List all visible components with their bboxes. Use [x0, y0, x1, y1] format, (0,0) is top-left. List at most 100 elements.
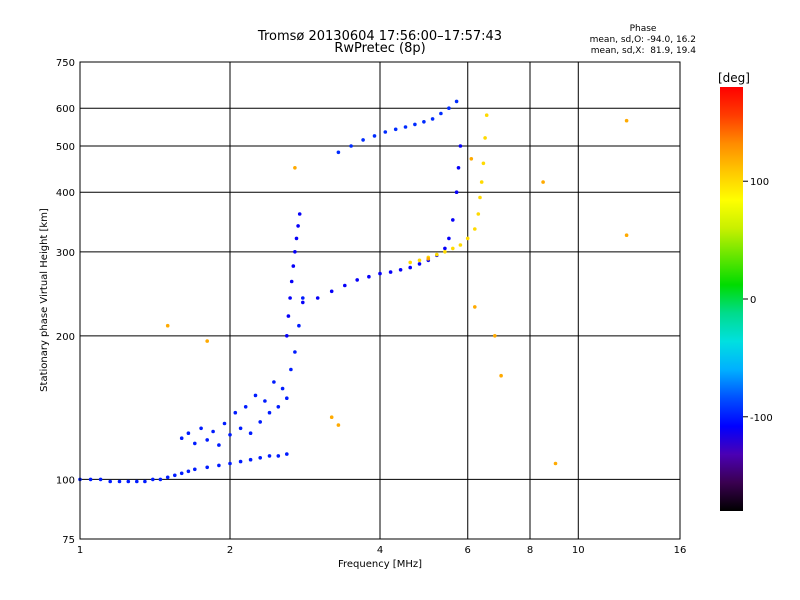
data-points: [78, 99, 629, 484]
data-point: [289, 367, 293, 372]
data-point: [483, 136, 487, 140]
data-point: [439, 111, 443, 116]
data-point: [296, 224, 300, 228]
data-point: [426, 257, 431, 261]
data-point: [233, 410, 238, 415]
x-tick-label: 8: [527, 545, 533, 556]
data-point: [258, 420, 263, 424]
data-point: [248, 457, 253, 462]
data-point: [443, 250, 447, 254]
data-point: [408, 260, 413, 265]
data-point: [458, 243, 463, 247]
data-point: [193, 441, 197, 446]
data-point: [435, 252, 439, 257]
x-tick-label: 6: [465, 545, 471, 556]
data-point: [349, 144, 353, 148]
data-point: [336, 423, 341, 427]
data-point: [293, 166, 297, 170]
data-point: [205, 438, 209, 442]
data-point: [248, 431, 253, 436]
data-point: [199, 426, 203, 431]
data-point: [193, 467, 197, 472]
data-point: [383, 130, 388, 134]
data-point: [173, 473, 177, 478]
data-point: [372, 134, 377, 138]
data-point: [286, 314, 291, 318]
data-point: [458, 144, 463, 148]
chart-title: Tromsø 20130604 17:56:00–17:57:43: [257, 29, 502, 44]
data-point: [398, 268, 403, 272]
data-point: [179, 436, 184, 441]
data-point: [294, 236, 299, 241]
data-point: [258, 456, 263, 460]
data-point: [361, 138, 365, 142]
data-point: [143, 479, 147, 484]
colorbar-tick-label: 100: [750, 177, 769, 188]
data-point: [217, 463, 221, 468]
data-point: [267, 410, 272, 415]
y-axis-label: Stationary phase Virtual Height [km]: [39, 208, 50, 392]
chart-subtitle: RwPretec (8p): [334, 41, 425, 56]
data-point: [476, 212, 481, 216]
y-tick-label: 400: [56, 188, 75, 199]
data-point: [98, 477, 103, 482]
data-point: [456, 166, 461, 170]
phase-stats-o: mean, sd,O: -94.0, 16.2: [590, 35, 696, 45]
data-point: [276, 405, 281, 409]
data-point: [430, 117, 435, 121]
data-point: [408, 265, 413, 270]
data-point: [417, 258, 422, 263]
phase-stats-title: Phase: [630, 24, 657, 34]
x-tick-label: 1: [77, 545, 83, 556]
data-point: [151, 477, 155, 482]
data-point: [478, 195, 482, 200]
data-point: [443, 246, 447, 251]
phase-stats-x: mean, sd,X: 81.9, 19.4: [591, 46, 697, 56]
data-point: [355, 278, 360, 282]
data-point: [454, 190, 459, 194]
data-point: [297, 212, 302, 216]
data-point: [329, 415, 334, 420]
data-point: [553, 461, 558, 466]
colorbar-label: [deg]: [718, 71, 750, 85]
colorbar-tick-label: 0: [750, 295, 756, 306]
data-point: [291, 264, 296, 268]
y-axis-ticks: 75 100 200 300 400 500 600 750: [56, 58, 75, 546]
data-point: [301, 300, 305, 305]
data-point: [228, 433, 232, 437]
data-point: [343, 283, 347, 288]
data-point: [280, 386, 285, 391]
data-point: [88, 477, 93, 482]
data-point: [479, 180, 484, 184]
data-point: [165, 323, 170, 328]
data-point: [473, 227, 477, 231]
y-tick-label: 300: [56, 248, 75, 259]
data-point: [454, 99, 459, 104]
data-point: [484, 113, 489, 117]
data-point: [186, 431, 191, 436]
x-axis-ticks: 1 2 4 6 8 10 16: [77, 545, 687, 556]
data-point: [469, 157, 474, 161]
data-point: [238, 459, 243, 464]
data-point: [293, 350, 297, 354]
data-point: [413, 122, 417, 127]
data-point: [238, 426, 243, 431]
colorbar: [720, 87, 743, 511]
data-point: [417, 262, 422, 266]
x-tick-label: 10: [572, 545, 585, 556]
data-point: [297, 323, 301, 328]
data-point: [301, 296, 305, 300]
data-point: [285, 334, 289, 338]
data-point: [205, 465, 209, 470]
data-point: [481, 161, 486, 166]
data-point: [205, 339, 209, 343]
data-point: [272, 380, 276, 384]
data-point: [186, 469, 191, 474]
data-point: [135, 479, 139, 484]
data-point: [222, 421, 227, 426]
data-point: [267, 454, 272, 458]
data-point: [263, 399, 267, 403]
data-point: [285, 452, 289, 456]
data-point: [276, 454, 281, 458]
data-point: [499, 373, 503, 378]
